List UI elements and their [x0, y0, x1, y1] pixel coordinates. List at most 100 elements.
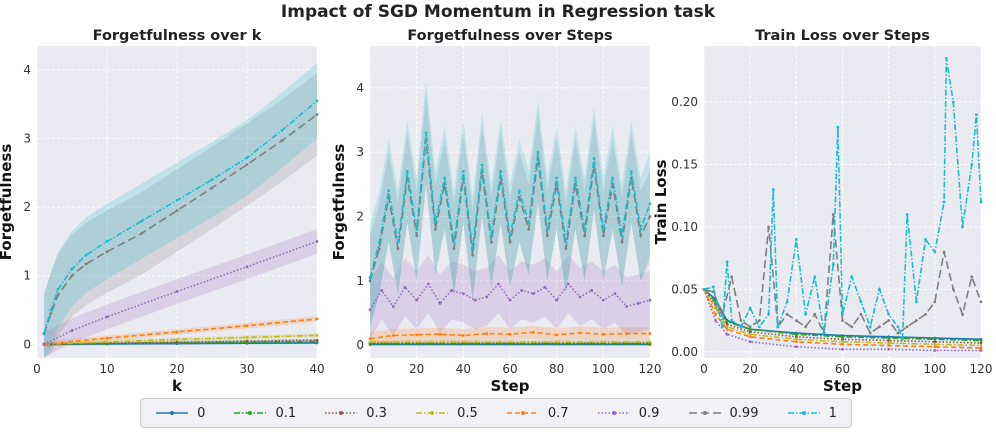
point-1 [905, 213, 909, 216]
point-0.1 [725, 320, 729, 324]
point-1 [974, 113, 978, 117]
point-1 [499, 170, 503, 173]
point-0.9 [531, 292, 535, 296]
y-tick-label: 0.20 [671, 95, 698, 109]
band-0.9 [370, 255, 650, 339]
point-0.99 [896, 331, 900, 335]
point-0.7 [175, 330, 179, 334]
legend-swatch-icon [234, 411, 267, 415]
point-0.5 [714, 306, 717, 310]
point-0.9 [485, 295, 489, 299]
point-1 [944, 57, 948, 60]
point-1 [813, 275, 817, 279]
point-0.9 [566, 282, 570, 286]
point-0.9 [403, 285, 407, 289]
point-0.7 [794, 340, 798, 344]
point-1 [739, 325, 743, 329]
x-tick-label: 0 [700, 362, 708, 376]
point-0.9 [648, 298, 652, 302]
point-1 [702, 287, 706, 291]
band-1 [44, 63, 317, 359]
point-1 [56, 288, 60, 291]
point-1 [620, 234, 624, 238]
point-0.99 [813, 312, 817, 316]
point-0.99 [545, 234, 549, 238]
point-1 [42, 331, 46, 335]
point-0.99 [924, 312, 927, 316]
series-line-0.9 [703, 289, 981, 352]
point-0.3 [714, 302, 717, 306]
point-1 [489, 234, 493, 238]
point-0.99 [794, 319, 798, 322]
axis-ticks: 0 20 40 60 80 100 120 0.00 0.05 0.10 0.15 0.20 [671, 95, 992, 376]
point-0.99 [140, 231, 144, 235]
point-0.99 [914, 319, 918, 322]
point-1 [564, 240, 568, 244]
point-0.3 [933, 340, 937, 344]
legend-label: 0.5 [457, 405, 478, 421]
point-0.99 [377, 247, 381, 251]
point-1 [508, 234, 512, 238]
point-0.9 [473, 298, 477, 302]
legend-label: 0.99 [729, 405, 759, 421]
point-0.99 [280, 139, 284, 143]
point-0.3 [979, 341, 983, 345]
point-0.3 [887, 339, 891, 342]
point-1 [730, 319, 734, 322]
point-0.99 [979, 300, 983, 304]
point-0.99 [508, 240, 512, 244]
point-0.99 [850, 325, 854, 329]
point-0.1 [841, 335, 844, 339]
point-0.99 [831, 213, 835, 216]
point-0.9 [725, 332, 729, 336]
point-1 [901, 337, 904, 341]
point-1 [471, 247, 475, 251]
y-tick-label: 3 [23, 132, 31, 146]
point-0.7 [725, 327, 729, 331]
legend-item: 0.1 [233, 406, 296, 421]
point-1 [629, 170, 633, 173]
legend-item: 0.99 [688, 405, 759, 421]
point-0.99 [452, 247, 456, 251]
point-0.7 [461, 334, 465, 337]
point-0.99 [905, 325, 909, 329]
y-axis-label: Forgetfulness [330, 144, 348, 261]
point-0.99 [804, 325, 807, 329]
point-0.9 [613, 292, 617, 296]
point-1 [601, 227, 605, 231]
point-1 [822, 331, 826, 335]
point-1 [480, 163, 484, 167]
point-0.99 [489, 240, 493, 244]
point-0.9 [175, 290, 179, 293]
legend-swatch-icon [787, 411, 820, 415]
point-1 [84, 253, 88, 257]
point-1 [405, 170, 409, 173]
point-0.5 [748, 332, 752, 336]
point-0.9 [391, 305, 395, 308]
x-tick-label: 0 [366, 362, 374, 376]
legend-item: 0.9 [597, 406, 659, 421]
x-tick-label: 80 [881, 362, 896, 376]
point-0.9 [461, 292, 465, 296]
x-tick-label: 40 [456, 362, 471, 376]
point-0.9 [496, 282, 500, 286]
point-0.9 [841, 347, 844, 351]
point-0.99 [961, 312, 964, 316]
point-0.3 [841, 337, 844, 341]
legend-item: 0.5 [415, 406, 478, 421]
point-1 [887, 312, 891, 316]
point-0.9 [380, 289, 384, 292]
x-tick-label: 120 [639, 362, 662, 376]
band-0.99 [370, 94, 650, 326]
y-axis-label: Train Loss [652, 160, 670, 245]
legend-label: 0.3 [366, 405, 387, 421]
point-0.99 [527, 227, 531, 231]
point-1 [914, 300, 918, 304]
series-lines [42, 99, 319, 346]
legend-swatch-icon [597, 411, 630, 415]
point-0.1 [748, 327, 752, 331]
point-0.5 [105, 340, 109, 344]
band-1 [370, 81, 650, 330]
x-tick-label: 20 [409, 362, 424, 376]
point-0.99 [887, 319, 891, 322]
